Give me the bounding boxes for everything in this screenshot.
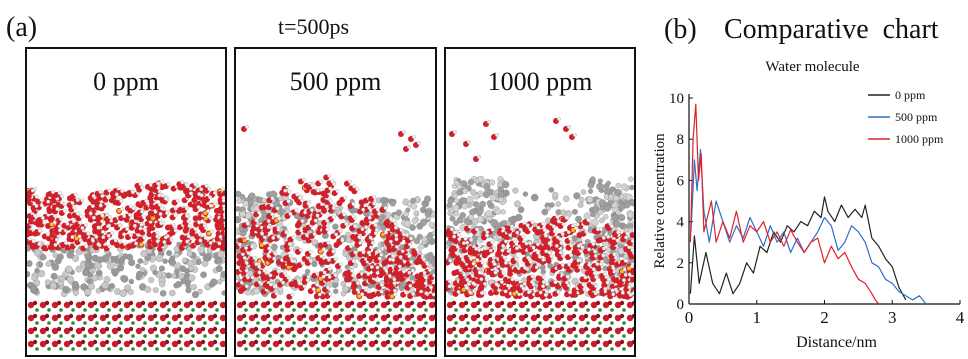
y-tick-label: 8 (677, 132, 685, 148)
time-label: t=500ps (278, 14, 349, 40)
concentration-label: 500 ppm (236, 67, 435, 97)
chart-title: Water molecule (765, 59, 860, 75)
simulation-panel-0ppm: 0 ppm (25, 47, 227, 357)
y-tick-label: 2 (677, 256, 685, 272)
x-tick-label: 2 (820, 308, 829, 327)
water-concentration-chart: Water molecule 0 1 2 3 4 0 2 4 6 8 10 Distance/nm Rel… (640, 54, 968, 354)
chart-svg: Water molecule 0 1 2 3 4 0 2 4 6 8 10 Distance/nm Rel… (640, 54, 968, 354)
series-line-2 (690, 104, 878, 304)
panel-a-letter: (a) (6, 12, 37, 44)
y-tick-label: 0 (677, 297, 685, 313)
x-tick-label: 1 (753, 308, 762, 327)
panel-b-letter: (b) (664, 14, 697, 46)
legend-label-2: 1000 ppm (895, 132, 944, 146)
x-axis-label: Distance/nm (796, 334, 877, 351)
concentration-label: 1000 ppm (446, 67, 634, 97)
y-tick-label: 4 (677, 215, 685, 231)
y-tick-label: 10 (669, 91, 684, 107)
y-tick-label: 6 (677, 173, 685, 189)
simulation-panel-1000ppm: 1000 ppm (444, 47, 636, 357)
concentration-label: 0 ppm (27, 67, 225, 97)
series-line-1 (691, 150, 926, 305)
y-axis-label: Relative concentration (652, 133, 668, 269)
x-tick-label: 0 (685, 308, 694, 327)
series-line-0 (690, 197, 905, 300)
comparative-chart-heading: Comparative chart (724, 14, 939, 46)
x-tick-label: 3 (888, 308, 897, 327)
simulation-panel-500ppm: 500 ppm (234, 47, 437, 357)
legend-label-0: 0 ppm (895, 88, 926, 102)
x-tick-label: 4 (956, 308, 965, 327)
legend-label-1: 500 ppm (895, 110, 938, 124)
